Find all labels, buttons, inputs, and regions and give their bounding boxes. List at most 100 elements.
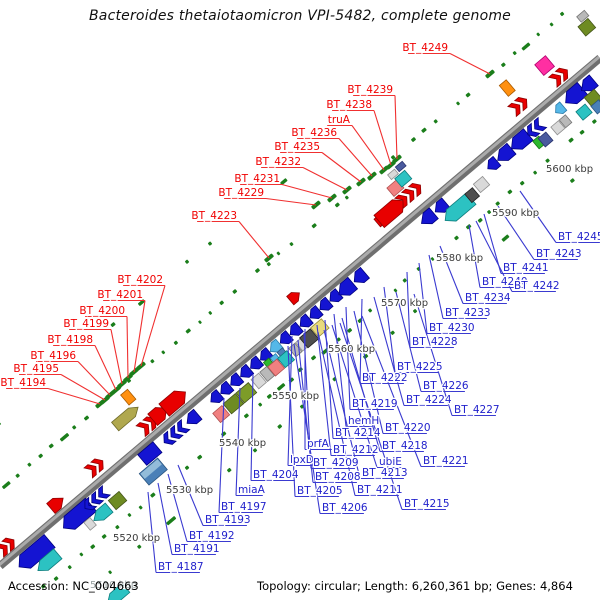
gene-arrow[interactable]	[306, 304, 324, 323]
gene-label[interactable]: BT_4228	[411, 335, 459, 350]
gene-label[interactable]: BT_4206	[321, 501, 369, 516]
gene-arrow[interactable]	[160, 418, 191, 448]
gene-arrow[interactable]	[83, 456, 107, 479]
gene-label[interactable]: BT_4224	[405, 393, 453, 408]
gene-label[interactable]: BT_4235	[273, 140, 321, 155]
gene-label[interactable]: hemH	[347, 414, 381, 429]
gene-label[interactable]: BT_4194	[0, 376, 48, 391]
gene-box[interactable]	[576, 9, 590, 23]
gene-label[interactable]: BT_4202	[116, 273, 164, 288]
gene-label[interactable]: BT_4213	[361, 466, 409, 481]
gene-label[interactable]: miaA	[237, 483, 267, 498]
gene-label[interactable]: BT_4218	[381, 439, 429, 454]
gene-arrow[interactable]	[552, 101, 568, 117]
gene-arrow[interactable]	[111, 403, 142, 432]
gene-label[interactable]: BT_4195	[12, 362, 60, 377]
gene-arrow[interactable]	[524, 116, 548, 140]
gene-label[interactable]: prfA	[306, 437, 331, 452]
gene-arrow[interactable]	[326, 288, 344, 306]
gene-box[interactable]	[464, 187, 481, 204]
gene-label[interactable]: BT_4245	[557, 230, 600, 245]
gene-label[interactable]: truA	[326, 113, 352, 128]
gene-box[interactable]	[550, 120, 566, 136]
gene-label[interactable]: BT_4215	[403, 497, 451, 512]
gene-box[interactable]	[83, 516, 97, 531]
gene-box[interactable]	[277, 350, 296, 369]
gene-box[interactable]	[472, 175, 491, 194]
gene-arrow[interactable]	[183, 408, 203, 428]
gene-label[interactable]: BT_4205	[296, 484, 344, 499]
gene-label[interactable]: BT_4201	[96, 288, 144, 303]
gene-box[interactable]	[575, 103, 593, 121]
gene-box[interactable]	[387, 168, 399, 181]
gene-arrow[interactable]	[431, 197, 451, 217]
gene-label[interactable]: BT_4214	[334, 426, 382, 441]
gene-label[interactable]: BT_4249	[401, 41, 449, 56]
gene-box[interactable]	[534, 55, 556, 77]
gene-arrow[interactable]	[286, 321, 304, 339]
gene-arrow[interactable]	[104, 582, 131, 600]
gene-box[interactable]	[558, 114, 573, 129]
gene-label[interactable]: BT_4236	[290, 126, 338, 141]
gene-arrow[interactable]	[417, 207, 439, 229]
gene-box[interactable]	[394, 160, 407, 173]
gene-box[interactable]	[250, 372, 267, 390]
gene-label[interactable]: BT_4226	[422, 379, 470, 394]
gene-box[interactable]	[267, 358, 286, 377]
gene-arrow[interactable]	[547, 65, 572, 89]
gene-label[interactable]: BT_4192	[188, 529, 236, 544]
gene-arrow[interactable]	[81, 484, 112, 513]
gene-label[interactable]: BT_4211	[356, 483, 404, 498]
gene-label[interactable]: BT_4231	[233, 172, 281, 187]
gene-label[interactable]: BT_4208	[314, 470, 362, 485]
gene-arrow[interactable]	[493, 142, 517, 165]
gene-box[interactable]	[259, 365, 276, 382]
gene-box[interactable]	[577, 17, 597, 37]
gene-box[interactable]	[120, 388, 137, 406]
gene-box[interactable]	[590, 99, 600, 115]
gene-arrow[interactable]	[247, 355, 265, 373]
gene-arrow[interactable]	[147, 402, 171, 427]
gene-label[interactable]: BT_4234	[464, 291, 512, 306]
gene-label[interactable]: BT_4232	[254, 155, 302, 170]
gene-arrow[interactable]	[207, 388, 225, 407]
gene-label[interactable]: BT_4238	[325, 98, 373, 113]
gene-label[interactable]: BT_4212	[332, 443, 380, 458]
gene-label[interactable]: BT_4229	[217, 186, 265, 201]
gene-arrow[interactable]	[158, 386, 191, 417]
gene-arrow[interactable]	[334, 276, 359, 300]
gene-label[interactable]: BT_4227	[453, 403, 501, 418]
gene-arrow[interactable]	[577, 74, 599, 96]
gene-arrow[interactable]	[217, 380, 235, 398]
gene-arrow[interactable]	[440, 192, 477, 226]
gene-arrow[interactable]	[237, 363, 255, 381]
gene-label[interactable]: BT_4240	[481, 275, 529, 290]
gene-label[interactable]: BT_4230	[428, 321, 476, 336]
gene-arrow[interactable]	[394, 180, 425, 210]
gene-box[interactable]	[137, 441, 163, 466]
gene-label[interactable]: BT_4221	[422, 454, 470, 469]
gene-arrow[interactable]	[560, 81, 589, 108]
gene-label[interactable]: BT_4198	[46, 333, 94, 348]
gene-box[interactable]	[138, 457, 168, 486]
gene-label[interactable]: BT_4193	[204, 513, 252, 528]
gene-arrow[interactable]	[316, 296, 334, 314]
gene-label[interactable]: BT_4239	[346, 83, 394, 98]
gene-box[interactable]	[107, 490, 128, 511]
gene-label[interactable]: BT_4199	[62, 317, 110, 332]
gene-box[interactable]	[537, 131, 554, 148]
gene-arrow[interactable]	[14, 533, 56, 574]
gene-label[interactable]: BT_4233	[444, 306, 492, 321]
gene-label[interactable]: BT_4222	[361, 371, 409, 386]
gene-label[interactable]: BT_4196	[29, 349, 77, 364]
gene-arrow[interactable]	[0, 535, 18, 558]
gene-arrow[interactable]	[34, 548, 63, 576]
gene-box[interactable]	[394, 169, 413, 188]
gene-arrow[interactable]	[227, 372, 245, 390]
gene-arrow[interactable]	[90, 502, 114, 525]
gene-box[interactable]	[212, 405, 231, 424]
gene-arrow[interactable]	[46, 493, 68, 515]
gene-label[interactable]: BT_4191	[173, 542, 221, 557]
gene-label[interactable]: BT_4220	[384, 421, 432, 436]
